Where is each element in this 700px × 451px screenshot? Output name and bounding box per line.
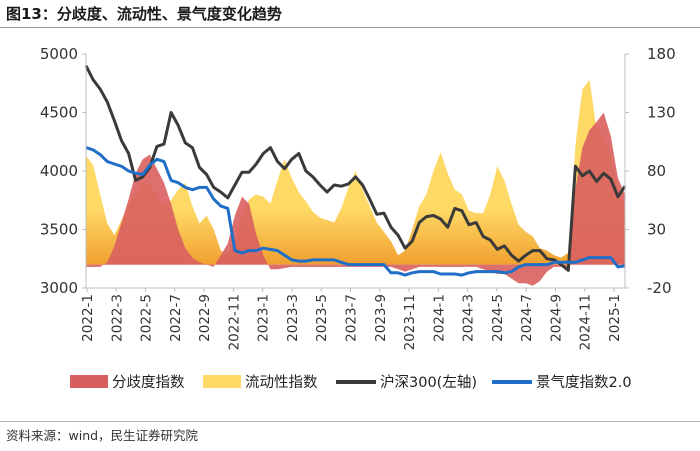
legend-liquidity-swatch [203,375,241,388]
liquidity-series [86,79,625,265]
x-axis-tick-label: 2022-7 [168,294,184,342]
left-axis-tick-label: 4000 [40,162,78,180]
chart-canvas: 3000 3500 4000 4500 5000 -20 30 80 130 180 2022-… [40,45,676,391]
legend-csi300-label: 沪深300(左轴) [380,374,477,391]
right-axis-tick-label: 130 [647,104,676,122]
title-rule [0,27,700,28]
x-axis-tick-label: 2024-3 [461,294,477,342]
x-axis-tick-label: 2022-9 [197,294,213,342]
x-axis-tick-label: 2025-1 [607,294,623,342]
legend-divergence-label: 分歧度指数 [112,374,185,391]
source-rule [0,421,700,422]
x-axis-tick-label: 2024-11 [578,294,594,350]
x-axis-tick-label: 2023-7 [344,294,360,342]
liquidity-area [86,79,625,265]
x-axis-tick-label: 2022-11 [226,294,242,350]
x-axis-tick-label: 2023-9 [373,294,389,342]
x-axis-tick-label: 2022-3 [109,294,125,342]
left-axis-tick-label: 3500 [40,221,78,239]
legend: 分歧度指数 流动性指数 沪深300(左轴) 景气度指数2.0 [70,374,632,391]
legend-csi300: 沪深300(左轴) [336,374,477,391]
x-axis-tick-label: 2024-1 [431,294,447,342]
x-axis-tick-label: 2023-5 [314,294,330,342]
legend-liquidity-label: 流动性指数 [245,374,318,391]
legend-prosperity-label: 景气度指数2.0 [536,374,632,391]
left-axis-tick-label: 5000 [40,45,78,63]
x-axis-tick-label: 2024-9 [548,294,564,342]
legend-divergence: 分歧度指数 [70,374,185,391]
right-axis-tick-label: 80 [647,162,666,180]
x-axis-tick-label: 2024-5 [490,294,506,342]
left-axis-tick-label: 4500 [40,104,78,122]
right-axis-tick-label: -20 [647,279,672,297]
prosperity-series [85,146,626,277]
x-axis: 2022-1 2022-3 2022-5 2022-7 2022-9 2022-11 202… [80,287,625,350]
x-axis-tick-label: 2024-7 [519,294,535,342]
chart-title: 图13：分歧度、流动性、景气度变化趋势 [6,5,282,23]
right-axis: -20 30 80 130 180 [624,45,676,297]
right-axis-tick-label: 180 [647,45,676,63]
csi300-line [84,65,627,272]
prosperity-line [85,146,626,277]
x-axis-tick-label: 2023-11 [402,294,418,350]
legend-liquidity: 流动性指数 [203,374,318,391]
x-axis-tick-label: 2022-5 [139,294,155,342]
right-axis-tick-label: 30 [647,221,666,239]
x-axis-tick-label: 2023-3 [285,294,301,342]
left-axis: 3000 3500 4000 4500 5000 [40,45,87,297]
legend-prosperity: 景气度指数2.0 [492,374,632,391]
x-axis-tick-label: 2022-1 [80,294,96,342]
legend-divergence-swatch [70,375,108,388]
source-note: 资料来源：wind，民生证券研究院 [6,428,199,443]
x-axis-tick-label: 2023-1 [256,294,272,342]
csi300-series [84,65,627,272]
left-axis-tick-label: 3000 [40,279,78,297]
